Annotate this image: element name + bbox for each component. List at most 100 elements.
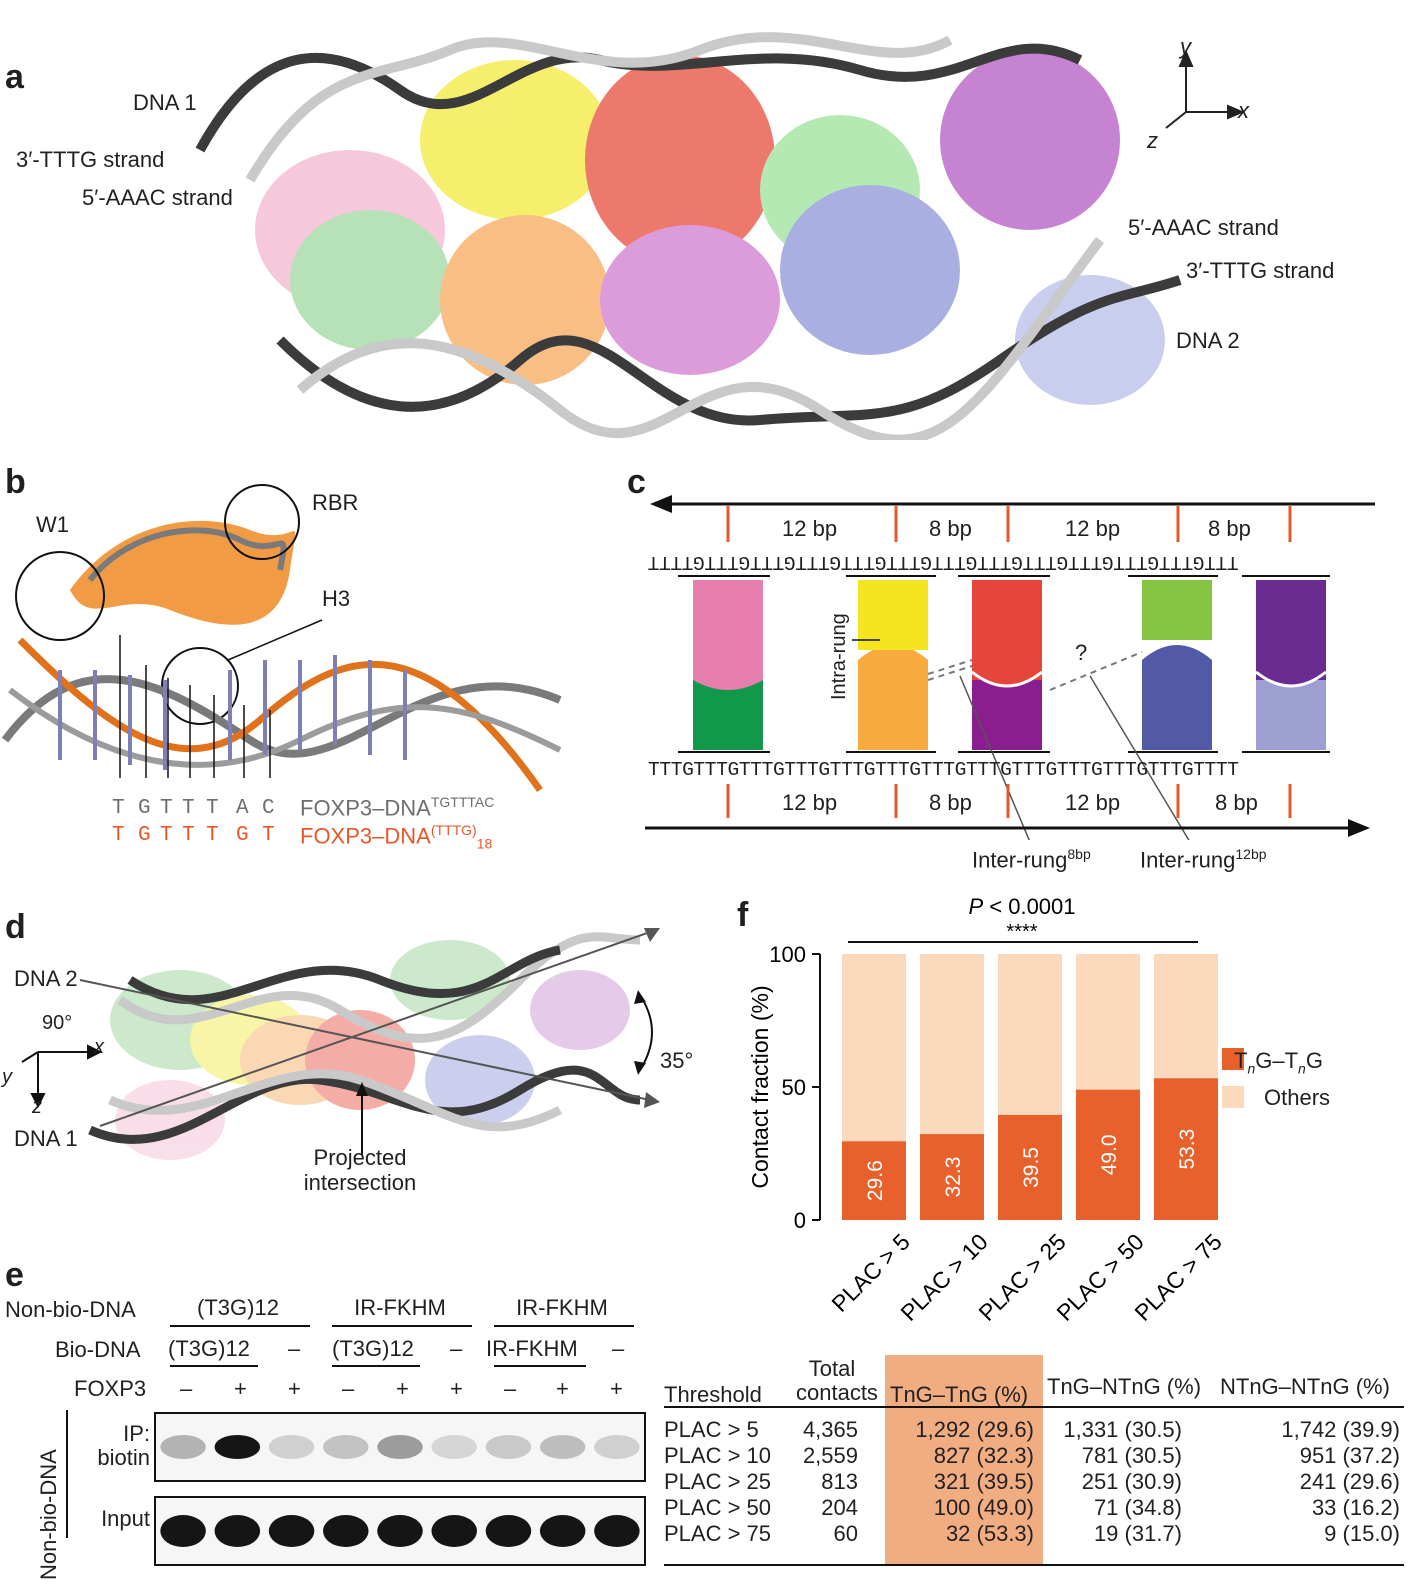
foxp3-8: + <box>556 1376 569 1401</box>
bio-3: (T3G)12 <box>332 1336 414 1361</box>
table-cell: PLAC > 75 <box>664 1521 772 1546</box>
table-cell: 4,365 <box>802 1417 858 1442</box>
bio-2: – <box>288 1336 301 1361</box>
bio-6: – <box>612 1336 625 1361</box>
table-cell: 781 (30.5) <box>1081 1443 1182 1468</box>
table-cell: PLAC > 5 <box>664 1417 759 1442</box>
protomer-blue <box>780 185 960 355</box>
table-cell: 813 <box>821 1469 858 1494</box>
d-axis-x: x <box>94 1036 104 1058</box>
gel-band <box>377 1435 423 1459</box>
significance-stars: **** <box>1006 921 1037 943</box>
y-axis-label: Contact fraction (%) <box>747 985 773 1188</box>
gel-band <box>377 1515 423 1547</box>
gel-band <box>214 1435 261 1459</box>
rbr-circle <box>224 484 300 560</box>
aaac-strand-right-label: 5′-AAAC strand <box>1128 215 1279 240</box>
bottom-bp-3: 12 bp <box>1065 790 1121 815</box>
panel-label-d: d <box>5 908 26 946</box>
table-cell: 1,292 (29.6) <box>915 1417 1034 1442</box>
top-bp-4: 8 bp <box>1208 516 1251 541</box>
foxp3-6: + <box>450 1376 463 1401</box>
table-cell: 9 (15.0) <box>1324 1521 1400 1546</box>
tttg-strand-left-label: 3′-TTTG strand <box>16 147 165 172</box>
d-dna2-label: DNA 2 <box>14 966 78 991</box>
panel-d-structure <box>21 928 660 1160</box>
ip-biotin-gel <box>154 1412 646 1482</box>
th-tng-ntng: TnG–NTnG (%) <box>1047 1374 1202 1399</box>
panel-a-structure <box>195 32 1245 440</box>
gel-band <box>214 1515 261 1547</box>
bio-4: – <box>450 1336 463 1361</box>
w1-circle <box>15 551 105 641</box>
foxp3-4: – <box>342 1376 355 1401</box>
y-tick-label: 50 <box>782 1075 806 1100</box>
foxp3-3: + <box>288 1376 301 1401</box>
bottom-bp-2: 8 bp <box>929 790 972 815</box>
h3-circle <box>161 647 239 725</box>
rbr-label: RBR <box>312 490 359 515</box>
table-cell: 2,559 <box>802 1443 858 1468</box>
top-sequence: TTTGTTTGTTTGTTTGTTTGTTTGTTTGTTTGTTTGTTTG… <box>648 551 1239 573</box>
table-cell: 1,331 (30.5) <box>1063 1417 1182 1442</box>
bottom-bp-1: 12 bp <box>782 790 838 815</box>
d-axis-z: z <box>32 1096 42 1118</box>
legend-swatch-tng <box>1222 1048 1244 1070</box>
legend-tng-label: TnG–TnG <box>1234 1048 1323 1077</box>
bar-others <box>1154 954 1218 1079</box>
input-gel <box>154 1496 646 1566</box>
th-total-contacts: Total contacts <box>796 1356 878 1405</box>
protein-orange <box>70 520 296 625</box>
p-value: P < 0.0001 <box>968 894 1075 919</box>
table-cell: PLAC > 25 <box>664 1469 772 1494</box>
panel-label-a: a <box>5 58 24 96</box>
gel-band <box>485 1435 532 1459</box>
top-bp-2: 8 bp <box>929 516 972 541</box>
axis-x-label: x <box>1238 98 1249 123</box>
gel-band <box>431 1515 477 1547</box>
table-cell: 241 (29.6) <box>1299 1469 1400 1494</box>
table-cell: 827 (32.3) <box>933 1443 1034 1468</box>
bar-tng-tng <box>1076 1089 1140 1220</box>
panel-b-structure <box>1 484 562 793</box>
protomer-magenta <box>600 225 780 375</box>
intra-rung-label: Intra-rung <box>828 613 850 700</box>
w1-label: W1 <box>36 512 69 537</box>
axis-y-label: y <box>1180 34 1191 59</box>
y-tick-label: 0 <box>794 1208 806 1233</box>
dna1-label: DNA 1 <box>133 90 197 115</box>
bar-others <box>998 954 1062 1115</box>
bar-data-label: 49.0 <box>1098 1134 1121 1175</box>
bar-tng-tng <box>1154 1078 1218 1220</box>
table-cell: 32 (53.3) <box>945 1521 1034 1546</box>
protomer-red <box>585 55 775 265</box>
foxp3-5: + <box>396 1376 409 1401</box>
group-ir-fkhm-1: IR-FKHM <box>354 1295 446 1320</box>
angle-label: 35° <box>660 1048 694 1073</box>
gel-band <box>160 1515 206 1547</box>
gel-band <box>594 1435 640 1459</box>
legend-swatch-others <box>1222 1086 1244 1108</box>
gel-band <box>485 1515 532 1547</box>
gel-band <box>594 1515 640 1547</box>
group-t3g12: (T3G)12 <box>197 1295 279 1320</box>
bar-data-label: 32.3 <box>942 1157 965 1198</box>
foxp3-9: + <box>610 1376 623 1401</box>
panel-c-diagram <box>645 495 1375 840</box>
table-cell: PLAC > 10 <box>664 1443 772 1468</box>
th-ntng-ntng: NTnG–NTnG (%) <box>1220 1374 1390 1399</box>
panel-label-c: c <box>627 463 646 501</box>
protomer-blocks <box>693 580 1327 750</box>
dna-orange <box>17 637 543 793</box>
table-cell: 321 (39.5) <box>933 1469 1034 1494</box>
panel-label-f: f <box>737 896 749 934</box>
protein-grey <box>87 527 287 582</box>
protomer-purple <box>940 50 1120 230</box>
th-tng-tng: TnG–TnG (%) <box>890 1382 1029 1407</box>
table-cell: 60 <box>833 1521 858 1546</box>
group-ir-fkhm-2: IR-FKHM <box>516 1295 608 1320</box>
h3-label: H3 <box>322 586 351 611</box>
y-tick-label: 100 <box>769 942 806 967</box>
d-dna1-label: DNA 1 <box>14 1126 78 1151</box>
protomer-green-1 <box>290 210 450 350</box>
